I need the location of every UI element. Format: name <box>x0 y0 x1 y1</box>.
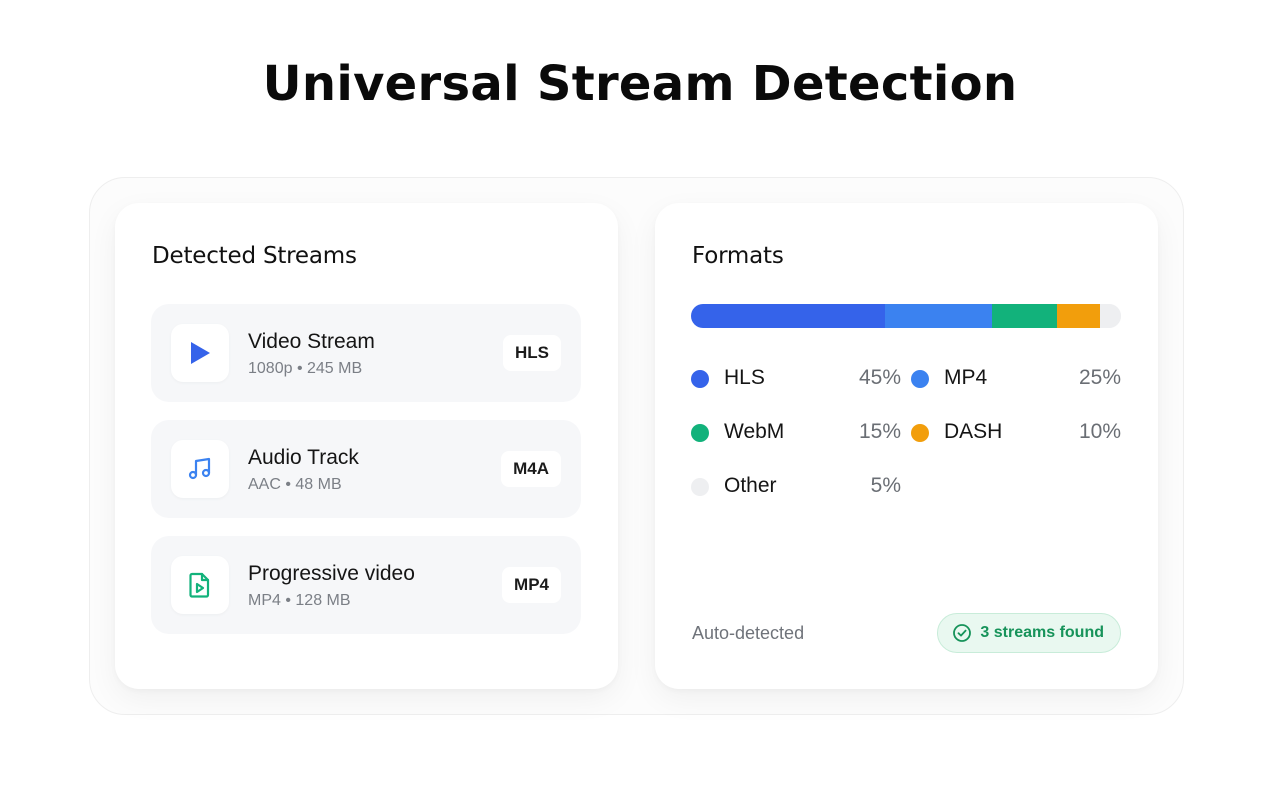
legend-item-dash: DASH 10% <box>911 420 1121 446</box>
legend-label: HLS <box>724 366 765 389</box>
legend-item-mp4: MP4 25% <box>911 366 1121 392</box>
legend-item-hls: HLS 45% <box>691 366 901 392</box>
stream-name: Video Stream <box>248 330 375 353</box>
stream-name: Audio Track <box>248 446 359 469</box>
music-note-icon <box>171 440 229 498</box>
stream-item-audio[interactable]: Audio Track AAC • 48 MB M4A <box>151 420 581 518</box>
legend-item-webm: WebM 15% <box>691 420 901 446</box>
legend-item-other: Other 5% <box>691 474 901 500</box>
format-badge: MP4 <box>502 567 561 603</box>
format-badge: HLS <box>503 335 561 371</box>
legend-percent: 25% <box>1078 366 1121 389</box>
legend-label: DASH <box>944 420 1003 443</box>
formats-card: Formats HLS 45% MP4 25% WebM 15% DASH 10… <box>655 203 1158 689</box>
format-badge: M4A <box>501 451 561 487</box>
detected-streams-card: Detected Streams Video Stream 1080p • 24… <box>115 203 618 689</box>
bar-segment-webm <box>992 304 1057 328</box>
legend-percent: 15% <box>858 420 901 443</box>
page-title: Universal Stream Detection <box>262 56 1018 112</box>
bar-segment-hls <box>691 304 885 328</box>
stream-meta: MP4 • 128 MB <box>248 592 351 609</box>
auto-detected-label: Auto-detected <box>692 623 805 643</box>
stream-item-video[interactable]: Video Stream 1080p • 245 MB HLS <box>151 304 581 402</box>
stream-meta: 1080p • 245 MB <box>248 360 363 377</box>
legend-percent: 45% <box>858 366 901 389</box>
format-distribution-bar <box>691 304 1121 328</box>
video-file-icon <box>171 556 229 614</box>
streams-found-badge: 3 streams found <box>937 613 1121 653</box>
legend-percent: 5% <box>870 474 901 497</box>
legend-label: WebM <box>724 420 785 443</box>
legend-dot <box>911 424 929 442</box>
detected-streams-title: Detected Streams <box>152 243 357 269</box>
stream-item-progressive[interactable]: Progressive video MP4 • 128 MB MP4 <box>151 536 581 634</box>
stream-name: Progressive video <box>248 562 415 585</box>
play-icon <box>171 324 229 382</box>
legend-label: Other <box>724 474 777 497</box>
bar-segment-dash <box>1056 304 1100 328</box>
legend-percent: 10% <box>1078 420 1121 443</box>
bar-segment-other <box>1099 304 1121 328</box>
bar-segment-mp4 <box>884 304 992 328</box>
legend-label: MP4 <box>944 366 988 389</box>
legend-dot <box>691 370 709 388</box>
check-circle-icon <box>953 624 972 642</box>
formats-title: Formats <box>692 243 784 269</box>
legend-dot <box>691 478 709 496</box>
legend-dot <box>691 424 709 442</box>
legend-dot <box>911 370 929 388</box>
stream-meta: AAC • 48 MB <box>248 476 342 493</box>
streams-found-text: 3 streams found <box>980 624 1104 641</box>
